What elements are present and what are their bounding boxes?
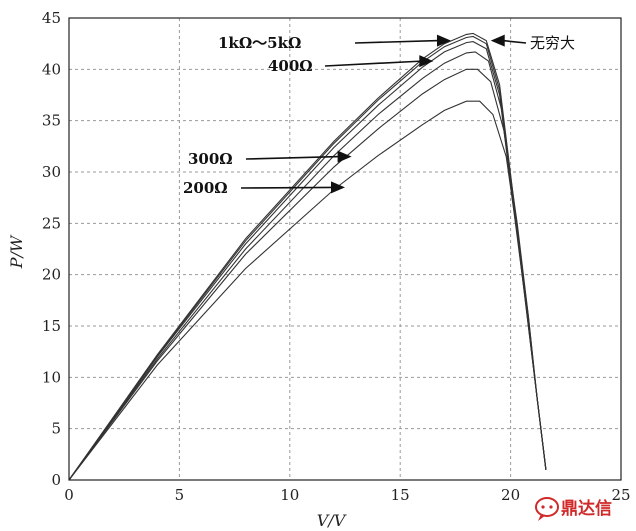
y-axis-label: P/W [7, 234, 26, 269]
y-tick-label: 15 [42, 317, 61, 335]
y-tick-label: 5 [51, 420, 61, 438]
annotation-arrow-line [354, 39, 440, 44]
y-tick-label: 35 [42, 112, 61, 130]
watermark: 鼎达信 [535, 497, 612, 521]
tick-labels: 0 5 10 15 20 25 0 5 10 15 20 25 30 35 40 45 [42, 9, 631, 504]
watermark-text: 鼎达信 [561, 498, 612, 519]
x-tick-label: 10 [280, 486, 299, 504]
x-tick-label: 15 [391, 486, 410, 504]
x-tick-label: 20 [501, 486, 520, 504]
series-line [68, 68, 547, 481]
annotations: 1kΩ～5kΩ 400Ω 300Ω 200Ω 无穷大 [183, 34, 575, 197]
arrow-head-icon [337, 150, 352, 163]
x-axis-label: V/V [317, 511, 347, 530]
annotation-arrow-line [245, 155, 340, 160]
arrow-head-icon [419, 55, 434, 68]
y-tick-label: 0 [51, 471, 61, 489]
y-tick-label: 30 [42, 163, 61, 181]
series-line [68, 51, 547, 481]
y-tick-label: 25 [42, 214, 61, 232]
y-tick-label: 10 [42, 368, 61, 386]
series-line [68, 35, 547, 481]
annotation-label: 无穷大 [530, 34, 575, 52]
series-line [68, 41, 547, 481]
grid [69, 18, 621, 480]
arrow-head-icon [490, 34, 505, 47]
annotation-label: 200Ω [183, 179, 228, 197]
y-tick-label: 40 [42, 60, 61, 78]
curves [68, 32, 547, 481]
x-tick-label: 5 [175, 486, 185, 504]
annotation-arrow-line [240, 186, 334, 189]
chat-bubble-icon [535, 497, 559, 521]
annotation-arrow-line [324, 60, 422, 67]
y-tick-label: 45 [42, 9, 61, 27]
annotation-label: 400Ω [268, 57, 313, 75]
x-tick-label: 0 [64, 486, 74, 504]
arrow-head-icon [436, 34, 451, 47]
annotation-label: 1kΩ～5kΩ [218, 34, 301, 52]
annotation-arrow-line [502, 39, 527, 44]
plot-frame [68, 17, 622, 481]
x-tick-label: 25 [611, 486, 630, 504]
series-line [68, 32, 547, 481]
arrow-head-icon [331, 181, 345, 194]
annotation-label: 300Ω [188, 150, 233, 168]
y-tick-label: 20 [42, 266, 61, 284]
